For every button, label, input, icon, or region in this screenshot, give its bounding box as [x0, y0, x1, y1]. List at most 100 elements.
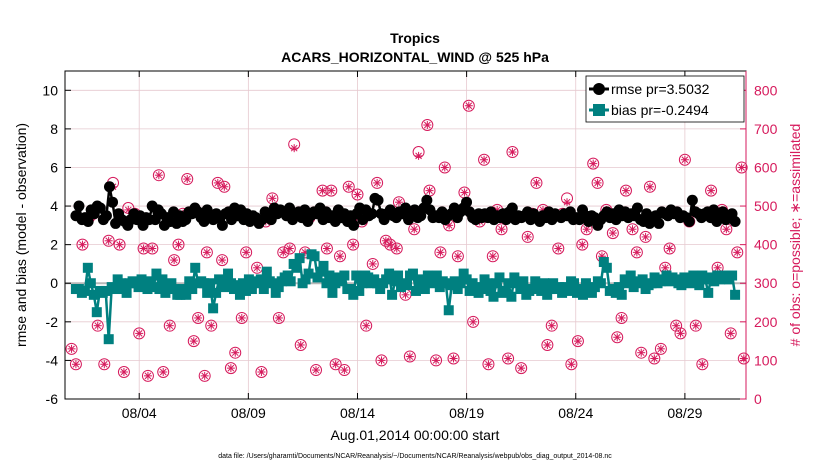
obs-assimilated-point: [200, 371, 209, 380]
obs-possible-point: [635, 346, 648, 359]
rmse-point: [366, 208, 378, 220]
asterisk-stroke: [498, 225, 505, 233]
bias-point: [109, 284, 120, 295]
asterisk-stroke: [426, 187, 433, 194]
obs-possible-point: [294, 338, 307, 351]
bias-point: [616, 289, 627, 300]
obs-assimilated-point: [656, 344, 665, 353]
obs-assimilated-point: [573, 337, 582, 346]
bias-point: [234, 289, 245, 300]
asterisk-stroke: [441, 164, 449, 171]
y-tick-label: 6: [50, 159, 58, 175]
obs-assimilated-point: [425, 186, 434, 195]
asterisk-stroke: [698, 360, 706, 368]
obs-possible-point: [486, 250, 499, 263]
obs-assimilated-point: [322, 244, 331, 253]
obs-assimilated-point: [401, 290, 410, 299]
obs-possible-point: [277, 246, 290, 259]
obs-possible-point: [360, 319, 373, 332]
obs-assimilated-point: [484, 360, 493, 369]
rmse-point: [631, 202, 643, 214]
obs-assimilated-point: [290, 144, 299, 153]
bias-point: [88, 289, 99, 300]
obs-assimilated-point: [508, 148, 517, 157]
obs-possible-point: [696, 358, 709, 371]
asterisk-stroke: [646, 183, 654, 191]
rmse-point: [216, 219, 228, 231]
bias-point: [703, 287, 714, 298]
obs-assimilated-point: [312, 366, 321, 375]
asterisk-stroke: [445, 221, 453, 229]
asterisk-stroke: [524, 233, 532, 241]
asterisk-stroke: [657, 345, 665, 353]
obs-possible-point: [654, 342, 667, 355]
bias-point: [267, 278, 278, 289]
obs-assimilated-point: [449, 354, 458, 363]
obs-possible-point: [310, 364, 323, 377]
bias-point: [393, 270, 404, 281]
asterisk-stroke: [124, 206, 132, 214]
obs-assimilated-point: [621, 186, 630, 195]
bias-point: [482, 278, 493, 289]
obs-possible-point: [737, 352, 750, 365]
obs-possible-point: [146, 242, 159, 255]
rmse-point: [653, 217, 665, 229]
y-tick-label: 8: [50, 121, 58, 137]
obs-assimilated-point: [174, 240, 183, 249]
asterisk-stroke: [437, 249, 444, 256]
obs-possible-point: [192, 311, 205, 324]
obs-possible-point: [521, 230, 534, 243]
obs-assimilated-point: [135, 329, 144, 338]
obs-assimilated-point: [543, 340, 552, 349]
obs-possible-point: [689, 319, 702, 332]
asterisk-stroke: [629, 225, 636, 233]
asterisk-stroke: [589, 160, 597, 167]
asterisk-stroke: [354, 191, 361, 198]
asterisk-stroke: [373, 179, 381, 187]
asterisk-stroke: [203, 249, 211, 256]
obs-possible-point: [724, 327, 737, 340]
rmse-point: [400, 202, 411, 214]
bias-point: [226, 278, 237, 289]
obs-assimilated-point: [582, 225, 591, 234]
obs-assimilated-point: [268, 194, 277, 203]
bias-point: [542, 289, 553, 300]
obs-assimilated-point: [392, 244, 401, 253]
bias-point: [375, 284, 386, 295]
asterisk-stroke: [650, 355, 658, 362]
obs-assimilated-point: [362, 321, 371, 330]
rmse-point: [686, 194, 698, 206]
obs-possible-point: [342, 180, 355, 193]
obs-possible-point: [272, 311, 285, 324]
bias-point: [330, 278, 341, 289]
bias-point: [178, 284, 189, 295]
obs-possible-point: [663, 242, 676, 255]
obs-assimilated-point: [213, 178, 222, 187]
obs-possible-point: [205, 319, 218, 332]
obs-assimilated-point: [578, 240, 587, 249]
bias-point: [270, 287, 281, 298]
bias-point: [613, 282, 624, 293]
asterisk-stroke: [563, 198, 571, 206]
bias-point: [461, 274, 472, 285]
asterisk-stroke: [207, 322, 215, 330]
right-y-tick-label: 700: [754, 121, 778, 137]
asterisk-stroke: [402, 291, 409, 299]
legend-bias-label: bias pr=-0.2494: [611, 102, 709, 118]
asterisk-stroke: [155, 171, 163, 179]
obs-assimilated-point: [632, 248, 641, 257]
asterisk-stroke: [79, 241, 86, 249]
bias-point: [381, 274, 392, 285]
bias-point: [315, 266, 326, 277]
bias-point: [557, 287, 568, 298]
obs-possible-point: [157, 365, 170, 378]
asterisk-stroke: [461, 189, 468, 196]
asterisk-stroke: [568, 360, 575, 368]
obs-possible-point: [478, 153, 491, 166]
rmse-point: [708, 204, 720, 216]
obs-assimilated-point: [165, 321, 174, 330]
asterisk-stroke: [393, 245, 401, 252]
asterisk-stroke: [517, 364, 525, 372]
asterisk-stroke: [362, 322, 370, 330]
right-y-tick-label: 500: [754, 198, 778, 214]
